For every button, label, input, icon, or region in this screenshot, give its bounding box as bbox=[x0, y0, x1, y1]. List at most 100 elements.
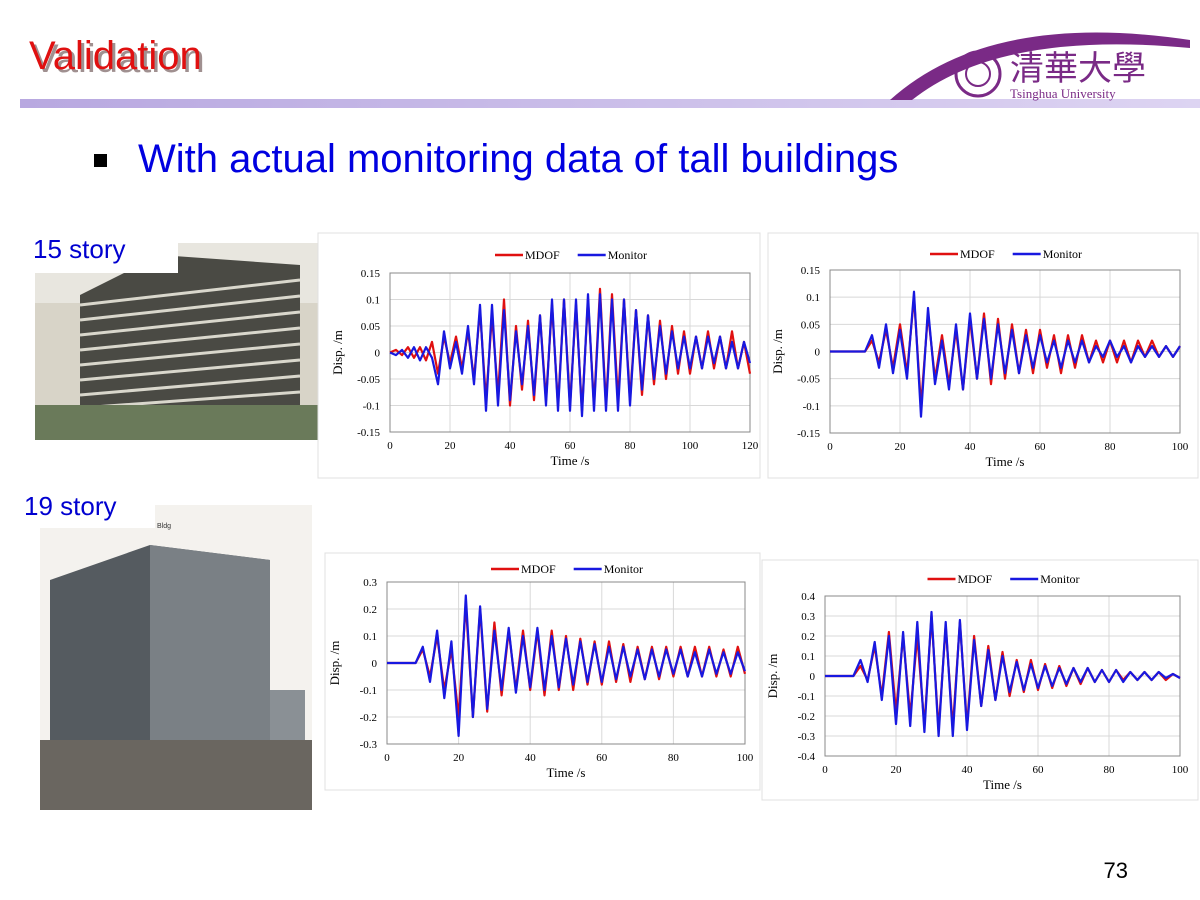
legend-label: MDOF bbox=[958, 572, 993, 586]
logo-chinese: 清華大學 bbox=[1010, 50, 1146, 88]
y-tick-label: -0.1 bbox=[798, 691, 815, 703]
y-axis-label: Disp. /m bbox=[327, 641, 342, 686]
title-shadow: Validation bbox=[32, 37, 205, 81]
legend-label: Monitor bbox=[604, 562, 643, 576]
chart-frame bbox=[767, 232, 1199, 479]
y-tick-label: -0.05 bbox=[357, 374, 380, 386]
data-line bbox=[830, 290, 1181, 418]
chart: -0.3 -0.2 -0.1 0 0.1 0.2 0.3 0 20 40 60 80 100 Time /… bbox=[324, 552, 761, 791]
y-tick-label: 0 bbox=[815, 347, 821, 359]
legend-label: MDOF bbox=[960, 247, 995, 261]
y-tick-label: 0.1 bbox=[801, 651, 815, 663]
x-tick-label: 20 bbox=[445, 440, 457, 452]
y-tick-label: 0.3 bbox=[363, 577, 377, 589]
photo-19-story bbox=[20, 490, 312, 810]
x-tick-label: 0 bbox=[387, 440, 393, 452]
x-tick-label: 60 bbox=[1035, 441, 1047, 453]
x-tick-label: 20 bbox=[895, 441, 907, 453]
legend-label: MDOF bbox=[525, 248, 560, 262]
building-side bbox=[150, 545, 270, 760]
legend-label: Monitor bbox=[1040, 572, 1079, 586]
y-tick-label: -0.3 bbox=[360, 739, 378, 751]
y-axis-label: Disp. /m bbox=[770, 329, 785, 374]
x-tick-label: 60 bbox=[565, 440, 577, 452]
y-tick-label: 0.15 bbox=[801, 265, 821, 277]
x-tick-label: 0 bbox=[384, 752, 390, 764]
x-tick-label: 100 bbox=[1172, 441, 1189, 453]
y-tick-label: 0.1 bbox=[363, 631, 377, 643]
label-box bbox=[28, 233, 178, 273]
legend-label: Monitor bbox=[1043, 247, 1082, 261]
y-tick-label: 0 bbox=[810, 671, 816, 683]
x-tick-label: 80 bbox=[1105, 441, 1117, 453]
header-rule bbox=[20, 99, 1200, 108]
y-tick-label: -0.4 bbox=[798, 751, 816, 763]
y-tick-label: 0.1 bbox=[806, 292, 820, 304]
x-tick-label: 0 bbox=[822, 764, 828, 776]
y-tick-label: -0.2 bbox=[798, 711, 815, 723]
y-tick-label: -0.05 bbox=[797, 374, 820, 386]
data-line bbox=[387, 594, 747, 738]
logo-english: Tsinghua University bbox=[1010, 86, 1116, 101]
y-axis-label: Disp. /m bbox=[765, 654, 780, 699]
bullet-marker bbox=[94, 154, 107, 167]
logo-seal bbox=[954, 50, 1002, 98]
logo-seal-inner bbox=[965, 61, 991, 87]
x-tick-label: 60 bbox=[1033, 764, 1045, 776]
building bbox=[80, 255, 300, 410]
page-number: 73 bbox=[1104, 858, 1128, 883]
x-axis-label: Time /s bbox=[986, 454, 1025, 469]
street bbox=[40, 740, 312, 810]
y-tick-label: 0.2 bbox=[363, 604, 377, 616]
x-tick-label: 100 bbox=[682, 440, 699, 452]
x-tick-label: 100 bbox=[737, 752, 754, 764]
photo-15-story bbox=[28, 233, 318, 440]
x-tick-label: 80 bbox=[1104, 764, 1116, 776]
y-tick-label: -0.2 bbox=[360, 712, 377, 724]
x-tick-label: 120 bbox=[742, 440, 759, 452]
y-tick-label: 0 bbox=[375, 348, 381, 360]
x-tick-label: 40 bbox=[525, 752, 537, 764]
y-tick-label: -0.1 bbox=[360, 685, 377, 697]
photo-label: 15 story bbox=[33, 234, 126, 264]
x-axis-label: Time /s bbox=[547, 765, 586, 780]
trees bbox=[35, 405, 318, 440]
x-tick-label: 80 bbox=[668, 752, 680, 764]
slide-title: Validation bbox=[29, 34, 202, 78]
x-tick-label: 40 bbox=[505, 440, 517, 452]
x-tick-label: 80 bbox=[625, 440, 637, 452]
y-tick-label: 0.05 bbox=[361, 321, 381, 333]
floor-lines bbox=[79, 278, 301, 410]
data-line bbox=[825, 610, 1181, 738]
y-axis-label: Disp. /m bbox=[330, 330, 345, 375]
x-tick-label: 40 bbox=[965, 441, 977, 453]
legend-label: Monitor bbox=[608, 248, 647, 262]
x-tick-label: 60 bbox=[596, 752, 608, 764]
y-tick-label: -0.1 bbox=[363, 401, 380, 413]
x-tick-label: 20 bbox=[453, 752, 465, 764]
y-tick-label: 0.05 bbox=[801, 319, 821, 331]
photo-label: 19 story bbox=[24, 491, 117, 521]
y-tick-label: 0.4 bbox=[801, 591, 815, 603]
y-tick-label: 0.2 bbox=[801, 631, 815, 643]
y-tick-label: 0 bbox=[372, 658, 378, 670]
y-tick-label: 0.1 bbox=[366, 295, 380, 307]
logo-arc bbox=[890, 32, 1190, 100]
y-tick-label: -0.15 bbox=[357, 427, 380, 439]
legend-label: MDOF bbox=[521, 562, 556, 576]
chart: -0.15 -0.1 -0.05 0 0.05 0.1 0.15 0 20 40 60 80 100 12… bbox=[317, 232, 761, 479]
x-tick-label: 20 bbox=[891, 764, 903, 776]
chart: -0.4 -0.3 -0.2 -0.1 0 0.1 0.2 0.3 0.4 0 20 40 60 80 10… bbox=[761, 559, 1199, 801]
x-tick-label: 0 bbox=[827, 441, 833, 453]
x-tick-label: 100 bbox=[1172, 764, 1189, 776]
label-box bbox=[20, 490, 155, 528]
y-tick-label: -0.15 bbox=[797, 428, 820, 440]
x-axis-label: Time /s bbox=[551, 453, 590, 468]
bullet-text: With actual monitoring data of tall buil… bbox=[138, 137, 898, 181]
y-tick-label: -0.1 bbox=[803, 401, 820, 413]
y-tick-label: 0.3 bbox=[801, 611, 815, 623]
x-tick-label: 40 bbox=[962, 764, 974, 776]
photo-sign: Bldg bbox=[157, 523, 171, 530]
x-axis-label: Time /s bbox=[983, 777, 1022, 792]
